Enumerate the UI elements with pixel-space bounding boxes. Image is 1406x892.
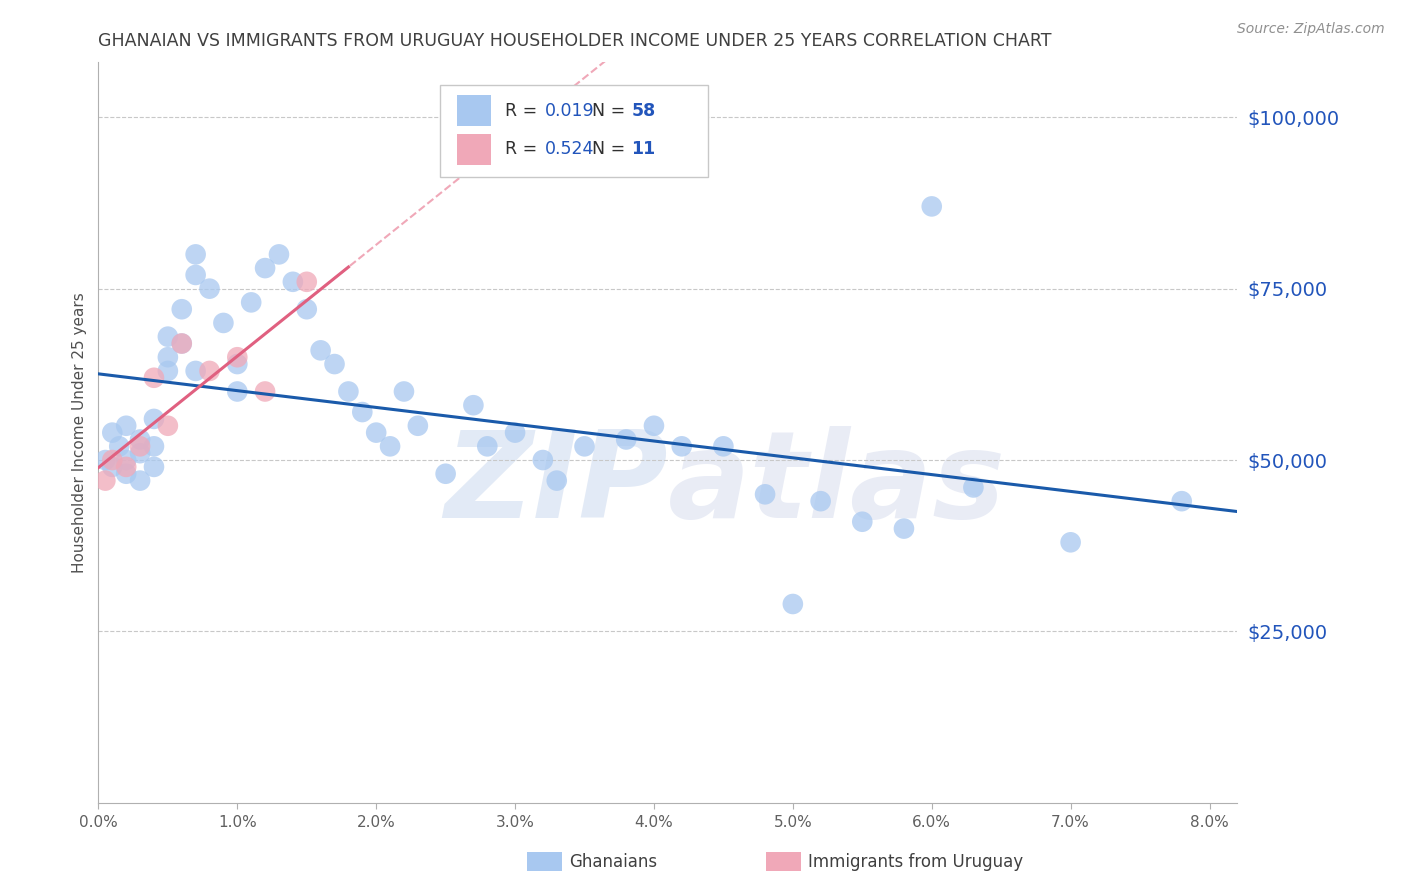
Y-axis label: Householder Income Under 25 years: Householder Income Under 25 years (72, 293, 87, 573)
Point (463, 398, 485, 412)
Text: N =: N = (592, 102, 630, 120)
Text: GHANAIAN VS IMMIGRANTS FROM URUGUAY HOUSEHOLDER INCOME UNDER 25 YEARS CORRELATIO: GHANAIAN VS IMMIGRANTS FROM URUGUAY HOUS… (98, 32, 1052, 50)
Point (212, 316, 235, 330)
Point (713, 439, 735, 453)
Point (101, 425, 124, 440)
FancyBboxPatch shape (440, 85, 707, 178)
Text: Ghanaians: Ghanaians (569, 853, 658, 871)
Point (392, 384, 415, 399)
Point (94, 474, 117, 488)
Point (782, 597, 804, 611)
Point (614, 433, 637, 447)
Text: 0.524: 0.524 (546, 140, 595, 158)
Point (962, 480, 984, 494)
Point (129, 474, 152, 488)
Text: R =: R = (505, 140, 543, 158)
Point (198, 364, 221, 378)
Point (352, 405, 374, 419)
Text: ZIP: ZIP (444, 426, 668, 543)
Point (143, 371, 166, 385)
Point (129, 433, 152, 447)
Point (254, 261, 277, 276)
Point (574, 439, 596, 453)
Point (101, 459, 124, 474)
Point (754, 487, 776, 501)
Text: Immigrants from Uruguay: Immigrants from Uruguay (808, 853, 1024, 871)
Point (921, 199, 943, 213)
Point (226, 350, 249, 364)
Text: 58: 58 (631, 102, 655, 120)
Text: Source: ZipAtlas.com: Source: ZipAtlas.com (1237, 22, 1385, 37)
Point (267, 247, 290, 261)
Point (156, 418, 179, 433)
Text: 0.019: 0.019 (546, 102, 595, 120)
Point (143, 412, 166, 426)
Text: 11: 11 (631, 140, 655, 158)
Point (115, 418, 138, 433)
Point (434, 467, 457, 481)
Point (295, 302, 318, 317)
FancyBboxPatch shape (457, 134, 491, 165)
Text: R =: R = (505, 102, 543, 120)
Point (851, 515, 873, 529)
Point (1170, 494, 1192, 508)
Point (810, 494, 832, 508)
Point (531, 453, 554, 467)
Point (503, 425, 526, 440)
Point (337, 384, 360, 399)
Point (184, 247, 207, 261)
Point (170, 336, 193, 351)
Point (101, 453, 124, 467)
Point (170, 336, 193, 351)
Point (281, 275, 304, 289)
Point (406, 418, 429, 433)
Point (240, 295, 263, 310)
Point (115, 459, 138, 474)
Point (129, 446, 152, 460)
Point (643, 418, 665, 433)
Point (94, 453, 117, 467)
Point (226, 357, 249, 371)
Point (1059, 535, 1081, 549)
Text: atlas: atlas (668, 426, 1005, 543)
Point (309, 343, 332, 358)
Point (323, 357, 346, 371)
Text: N =: N = (592, 140, 630, 158)
Point (156, 329, 179, 343)
Point (129, 439, 152, 453)
Point (184, 268, 207, 282)
Point (366, 425, 388, 440)
Point (295, 275, 318, 289)
Point (254, 384, 277, 399)
Point (893, 522, 915, 536)
Point (477, 439, 499, 453)
Point (671, 439, 693, 453)
Point (115, 453, 138, 467)
Point (143, 439, 166, 453)
Point (226, 384, 249, 399)
FancyBboxPatch shape (457, 95, 491, 126)
Point (156, 350, 179, 364)
Point (170, 302, 193, 317)
Point (198, 282, 221, 296)
Point (115, 467, 138, 481)
Point (184, 364, 207, 378)
Point (156, 364, 179, 378)
Point (143, 459, 166, 474)
Point (378, 439, 401, 453)
Point (108, 439, 131, 453)
Point (546, 474, 568, 488)
